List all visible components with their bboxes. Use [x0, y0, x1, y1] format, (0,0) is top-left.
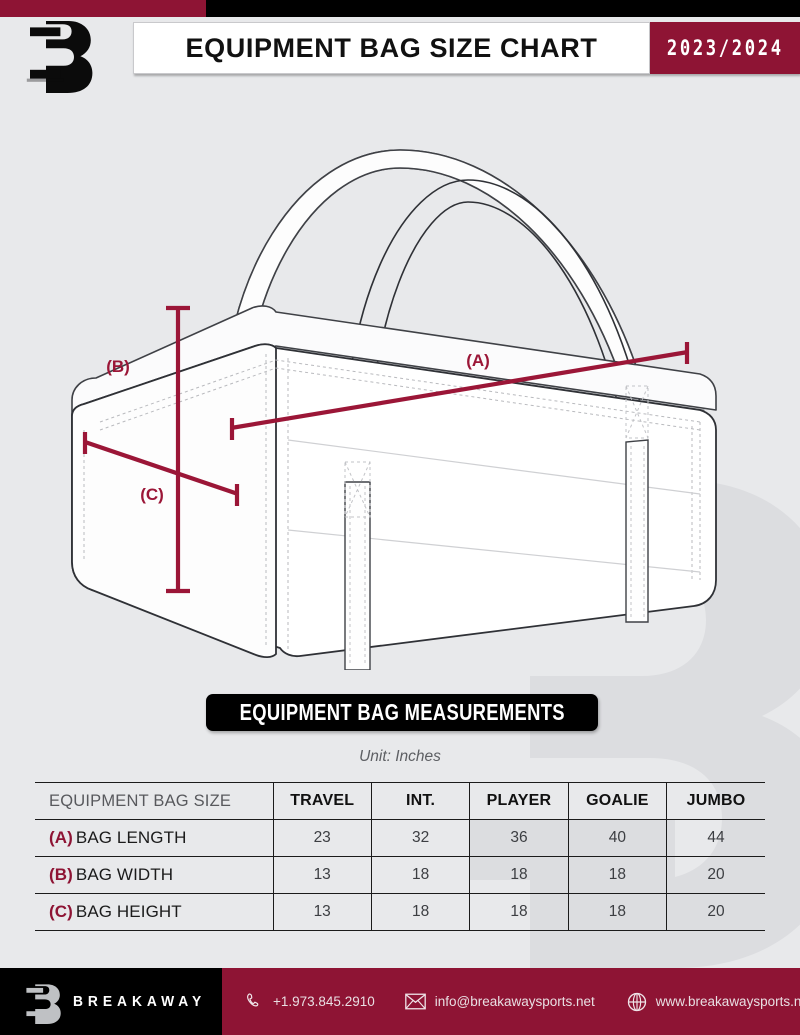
page-title-plate: EQUIPMENT BAG SIZE CHART — [133, 22, 650, 74]
row-key-a: (A) — [49, 828, 73, 847]
footer-contact-website[interactable]: www.breakawaysports.net — [627, 992, 800, 1012]
season-year-badge: 2023/2024 — [650, 22, 800, 74]
cell-height-jumbo: 20 — [666, 893, 765, 931]
cell-height-travel: 13 — [272, 893, 372, 931]
table-header-size: EQUIPMENT BAG SIZE — [35, 782, 273, 820]
row-label-bag-length: (A) BAG LENGTH — [35, 819, 273, 857]
page-title: EQUIPMENT BAG SIZE CHART — [185, 32, 598, 63]
season-year-label: 2023/2024 — [666, 36, 784, 60]
cell-width-jumbo: 20 — [666, 856, 765, 894]
cell-width-goalie: 18 — [567, 856, 667, 894]
measurements-banner-label: EQUIPMENT BAG MEASUREMENTS — [239, 699, 565, 725]
globe-icon — [627, 992, 646, 1011]
cell-length-player: 36 — [469, 819, 569, 857]
dimension-label-a: (A) — [466, 351, 490, 370]
cell-length-int: 32 — [370, 819, 470, 857]
row-text-a: BAG LENGTH — [75, 828, 187, 847]
table-row: (B) BAG WIDTH 13 18 18 18 20 — [35, 856, 765, 894]
cell-height-player: 18 — [469, 893, 569, 931]
footer-contact-email[interactable]: info@breakawaysports.net — [404, 993, 595, 1010]
table-header-player: PLAYER — [469, 782, 569, 820]
footer-brand-name: BREAKAWAY — [73, 993, 207, 1010]
footer-email-text: info@breakawaysports.net — [434, 994, 595, 1009]
dimension-label-b: (B) — [106, 357, 130, 376]
dimension-label-c: (C) — [140, 485, 164, 504]
cell-width-player: 18 — [469, 856, 569, 894]
cell-width-int: 18 — [370, 856, 470, 894]
breakaway-b-logo-icon — [26, 984, 61, 1024]
table-header-row: EQUIPMENT BAG SIZE TRAVEL INT. PLAYER GO… — [35, 782, 765, 820]
page-footer: BREAKAWAY +1.973.845.2910 info@breakaway… — [0, 968, 800, 1035]
footer-website-text: www.breakawaysports.net — [655, 994, 800, 1009]
table-header-int: INT. — [370, 782, 470, 820]
equipment-bag-illustration: (A) (B) (C) — [71, 149, 717, 670]
topbar-accent-maroon — [0, 0, 206, 17]
footer-phone-text: +1.973.845.2910 — [273, 994, 375, 1009]
cell-length-travel: 23 — [272, 819, 372, 857]
row-key-c: (C) — [49, 902, 73, 921]
row-key-b: (B) — [49, 865, 73, 884]
cell-width-travel: 13 — [272, 856, 372, 894]
table-header-goalie: GOALIE — [567, 782, 667, 820]
size-table: EQUIPMENT BAG SIZE TRAVEL INT. PLAYER GO… — [35, 782, 765, 931]
cell-height-int: 18 — [370, 893, 470, 931]
envelope-icon — [404, 993, 426, 1010]
footer-brand-block: BREAKAWAY — [0, 968, 222, 1035]
row-label-bag-height: (C) BAG HEIGHT — [35, 893, 273, 931]
page-header: EQUIPMENT BAG SIZE CHART 2023/2024 — [0, 17, 800, 93]
phone-icon — [247, 993, 259, 1007]
table-row: (C) BAG HEIGHT 13 18 18 18 20 — [35, 893, 765, 931]
cell-height-goalie: 18 — [567, 893, 667, 931]
row-text-c: BAG HEIGHT — [75, 902, 182, 921]
measurements-banner: EQUIPMENT BAG MEASUREMENTS — [206, 694, 598, 731]
topbar-accent-black — [206, 0, 800, 17]
table-header-jumbo: JUMBO — [666, 782, 765, 820]
cell-length-goalie: 40 — [567, 819, 667, 857]
unit-line: Unit: Inches — [0, 748, 800, 766]
footer-contact-phone[interactable]: +1.973.845.2910 — [245, 992, 375, 1011]
unit-label: Unit: Inches — [359, 748, 441, 765]
footer-contact-block: +1.973.845.2910 info@breakawaysports.net — [222, 968, 800, 1035]
cell-length-jumbo: 44 — [666, 819, 765, 857]
table-row: (A) BAG LENGTH 23 32 36 40 44 — [35, 819, 765, 857]
table-header-travel: TRAVEL — [272, 782, 372, 820]
breakaway-b-logo-icon — [26, 21, 93, 93]
row-label-bag-width: (B) BAG WIDTH — [35, 856, 273, 894]
row-text-b: BAG WIDTH — [75, 865, 174, 884]
size-table-wrap: EQUIPMENT BAG SIZE TRAVEL INT. PLAYER GO… — [35, 782, 765, 931]
